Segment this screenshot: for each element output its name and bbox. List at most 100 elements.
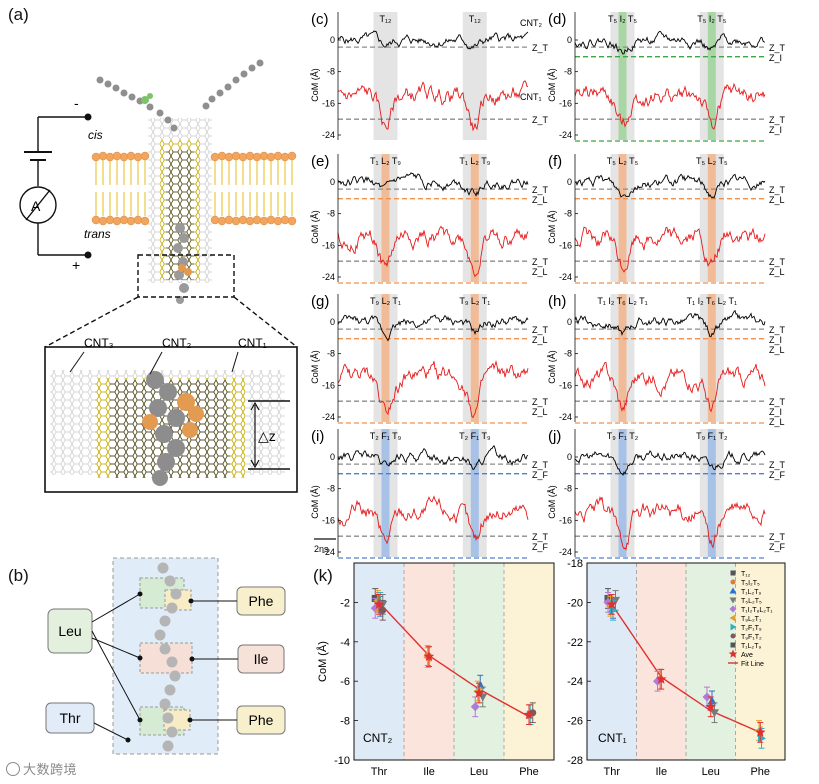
ytick-label: -26	[567, 716, 583, 728]
nanotube	[148, 118, 212, 304]
legend-swatch	[730, 570, 736, 576]
ytick-label: -16	[559, 98, 572, 108]
trace-cnt1	[574, 362, 766, 413]
point-ave	[373, 598, 385, 609]
trace-cnt2	[574, 309, 766, 338]
ref-label: Z_T	[532, 460, 549, 470]
residue-band	[618, 429, 627, 557]
panel-label-c: (c)	[311, 11, 329, 28]
xtick-label-ile: Ile	[423, 766, 435, 778]
ytick-label: -6	[340, 676, 350, 688]
plot-frame	[586, 562, 786, 761]
ytick-label: -8	[327, 484, 335, 494]
ytick-label: -16	[559, 240, 572, 250]
label-cis: cis	[88, 128, 103, 142]
legend-swatch	[730, 642, 736, 648]
fit-line	[611, 604, 761, 734]
panel-label-d: (d)	[548, 11, 566, 28]
legend-swatch	[729, 597, 737, 604]
band-label: T₅ L₂ T₅	[696, 156, 728, 166]
band-label: T₂ F₁ T₉	[370, 431, 402, 441]
terminal-plus	[84, 251, 92, 259]
ytick-label: -22	[567, 637, 583, 649]
band-label: T₅ I₂ T₅	[697, 14, 726, 24]
category-bg-leu	[686, 563, 736, 760]
trace-panel-g: (g) T₉ L₂ T₁ T₉ L₂ T₁Z_TZ_LZ_TZ_L0-8-16-24…	[310, 293, 549, 424]
ytick-label: -8	[327, 349, 335, 359]
trace-cnt1	[574, 82, 766, 130]
residue-band	[618, 12, 627, 140]
panel-a: (a) - + A cis trans	[8, 5, 300, 493]
ytick-label: -24	[559, 547, 572, 557]
trace-cnt1	[337, 80, 529, 132]
terminal-minus	[84, 113, 92, 121]
ytick-label: -8	[327, 209, 335, 219]
band-label: T₉ L₂ T₁	[370, 296, 401, 306]
xtick-label-leu: Leu	[702, 766, 720, 778]
ref-label: Z_T	[769, 460, 786, 470]
zoom-box	[137, 254, 235, 298]
label-minus: -	[74, 95, 79, 111]
ytick-label: 0	[567, 317, 572, 327]
zoom-inset: △z CNT₃ CNT₂ CNT₁	[44, 336, 298, 493]
band-label: T₁ L₂ T₉	[370, 156, 401, 166]
panel-k-charts: Thr Ile Leu Phe -2 -4 -6 -8 -10 CoM (Å) CNT₂ Thr Ile…	[316, 558, 786, 778]
trace-panel-h: (h) T₁ I₂ T₆ L₂ T₁ T₁ I₂ T₆ L₂ T₁Z_TZ_IZ_L…	[547, 293, 786, 427]
point-t₁i₂t₆l₂t₁	[702, 692, 712, 702]
ytick-label: -24	[322, 272, 335, 282]
band-label: T₁₂	[379, 14, 392, 24]
ytick-label: 0	[567, 35, 572, 45]
ylabel: CoM (Å)	[316, 641, 329, 682]
ref-label: Z_T	[532, 532, 549, 542]
ref-label: Z_L	[769, 417, 785, 427]
legend: T₁₂ T₅I₂T₅ T₁L₂T₉ T₅L₂T₅ T₁I₂T₆L₂T₁ T₉L₂T₁ T₂F…	[728, 570, 773, 668]
xtick-label-thr: Thr	[604, 766, 621, 778]
ref-label: Z_I	[769, 125, 782, 135]
legend-label: T₁₂	[741, 571, 751, 578]
trace-cnt1	[574, 226, 766, 273]
panel-b: (b) Leu Thr Phe Ile Phe	[8, 557, 286, 755]
plot-frame	[353, 562, 555, 761]
ytick-label: -2	[340, 597, 350, 609]
band-label: T₉ F₁ T₂	[607, 431, 639, 441]
scale-bar-label: 2ns	[314, 544, 329, 554]
band-label: T₅ L₂ T₅	[607, 156, 639, 166]
ytick-label: -24	[322, 130, 335, 140]
legend-label: T₂F₁T₉	[741, 625, 762, 632]
legend-label: T₁I₂T₆L₂T₁	[741, 607, 773, 614]
ref-label: Z_T	[769, 115, 786, 125]
legend-label: T₉L₂T₁	[741, 616, 762, 623]
xtick-label-phe: Phe	[519, 766, 539, 778]
trace-cnt2	[574, 30, 766, 55]
band-label: T₉ L₂ T₁	[459, 296, 490, 306]
ytick-label: -28	[567, 755, 583, 767]
ytick-label: -24	[322, 412, 335, 422]
ytick-label: -24	[559, 412, 572, 422]
point-t₉l₂t₁	[470, 702, 480, 712]
highlight-band	[462, 12, 487, 140]
panel-label-e: (e)	[311, 153, 329, 170]
trace-cnt2	[574, 173, 766, 199]
ref-label: Z_I	[769, 53, 782, 63]
point-ave	[705, 701, 716, 712]
xtick-label-leu: Leu	[470, 766, 488, 778]
legend-label: Fit Line	[741, 661, 764, 668]
ylabel: CoM (Å)	[547, 210, 557, 244]
residue-band	[707, 294, 716, 422]
ytick-label: -16	[322, 380, 335, 390]
ytick-label: -8	[564, 484, 572, 494]
ref-label: Z_L	[532, 407, 548, 417]
residue-band	[707, 154, 716, 282]
ytick-label: -16	[322, 240, 335, 250]
band-label: T₁ I₂ T₆ L₂ T₁	[597, 296, 647, 306]
legend-swatch	[730, 579, 736, 585]
circuit	[19, 116, 88, 256]
trace-panel-d: (d) T₅ I₂ T₅ T₅ I₂ T₅Z_TZ_IZ_TZ_I0-8-16-24…	[547, 11, 786, 142]
ylabel: CoM (Å)	[310, 485, 320, 519]
label-phe-top: Phe	[249, 593, 274, 609]
ref-label: Z_T	[532, 115, 549, 125]
ref-label: Z_T	[532, 257, 549, 267]
ylabel: CoM (Å)	[310, 350, 320, 384]
